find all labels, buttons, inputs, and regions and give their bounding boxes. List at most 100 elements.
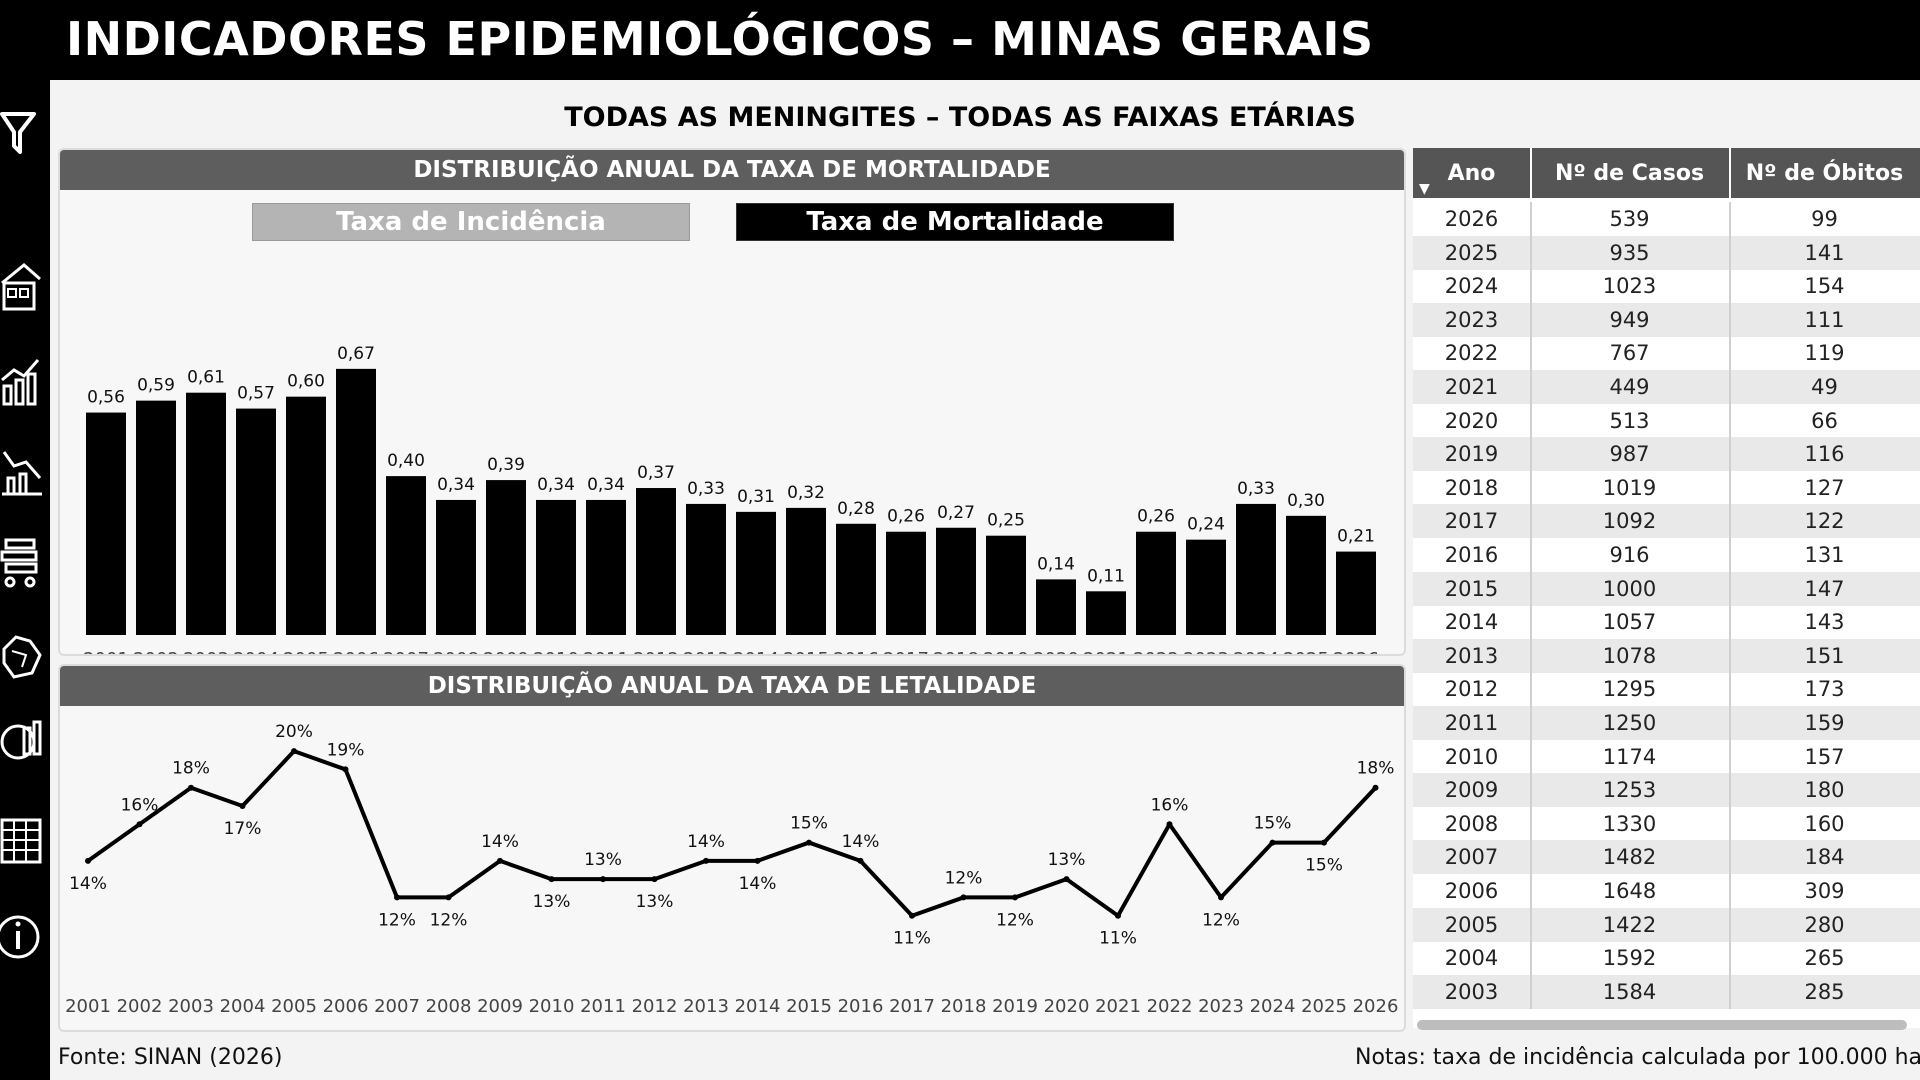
line-point-2022[interactable]	[1166, 821, 1173, 828]
table-row[interactable]: 2011 1250 159	[1413, 706, 1920, 740]
line-point-2016[interactable]	[857, 857, 864, 864]
table-row[interactable]: 2020 513 66	[1413, 403, 1920, 438]
table-row[interactable]: 2014 1057 143	[1413, 605, 1920, 640]
footnote: Notas: taxa de incidência calculada por …	[1355, 1045, 1920, 1070]
table-row[interactable]: 2016 916 131	[1413, 538, 1920, 572]
bar-2018[interactable]	[936, 527, 976, 635]
bar-2006[interactable]	[336, 368, 376, 635]
column-header-deaths[interactable]: Nº de Óbitos	[1729, 148, 1920, 198]
line-point-2012[interactable]	[651, 876, 658, 883]
table-row[interactable]: 2019 987 116	[1413, 437, 1920, 472]
bar-2009[interactable]	[486, 480, 526, 635]
line-point-2026[interactable]	[1372, 784, 1379, 791]
table-row[interactable]: 2003 1584 285	[1413, 974, 1920, 1009]
incidence-toggle-button[interactable]: Taxa de Incidência	[252, 203, 690, 241]
line-point-2006[interactable]	[342, 766, 349, 773]
table-row[interactable]: 2022 767 119	[1413, 336, 1920, 371]
bar-2012[interactable]	[636, 488, 676, 635]
filter-icon[interactable]	[0, 100, 50, 160]
line-point-2020[interactable]	[1063, 876, 1070, 883]
line-point-2010[interactable]	[548, 876, 555, 883]
bar-value-label: 0,59	[137, 376, 175, 396]
line-point-2009[interactable]	[497, 857, 503, 864]
table-cell-year: 2008	[1413, 806, 1532, 841]
bar-2004[interactable]	[236, 408, 276, 635]
line-point-2024[interactable]	[1269, 839, 1276, 846]
bar-2024[interactable]	[1236, 503, 1276, 635]
x-tick-label: 2022	[1147, 996, 1193, 1017]
line-chart-icon[interactable]	[0, 350, 50, 410]
table-row[interactable]: 2024 1023 154	[1413, 269, 1920, 304]
table-row[interactable]: 2005 1422 280	[1413, 907, 1920, 942]
table-row[interactable]: 2026 539 99	[1413, 202, 1920, 236]
table-row[interactable]: 2008 1330 160	[1413, 806, 1920, 841]
line-point-2015[interactable]	[806, 839, 812, 846]
table-row[interactable]: 2018 1019 127	[1413, 470, 1920, 505]
lethality-series-line[interactable]	[86, 749, 1377, 918]
line-point-2008[interactable]	[445, 894, 452, 901]
bar-2002[interactable]	[136, 400, 176, 635]
info-icon[interactable]	[0, 905, 50, 965]
line-point-2002[interactable]	[136, 821, 143, 828]
table-row[interactable]: 2021 449 49	[1413, 370, 1920, 404]
table-row[interactable]: 2012 1295 173	[1413, 672, 1920, 707]
table-cell-deaths: 122	[1804, 509, 1845, 534]
bar-2014[interactable]	[736, 511, 776, 635]
table-row[interactable]: 2009 1253 180	[1413, 773, 1920, 808]
bar-2007[interactable]	[386, 476, 426, 635]
bar-2023[interactable]	[1186, 539, 1226, 635]
bar-2010[interactable]	[536, 499, 576, 635]
line-point-2017[interactable]	[909, 912, 915, 919]
line-point-2005[interactable]	[291, 748, 297, 755]
bar-2019[interactable]	[986, 535, 1026, 635]
table-row[interactable]: 2007 1482 184	[1413, 840, 1920, 875]
trend-down-chart-icon[interactable]	[0, 440, 50, 500]
line-point-2001[interactable]	[85, 857, 91, 864]
line-point-2011[interactable]	[600, 876, 606, 883]
column-header-year[interactable]: Ano ▼	[1413, 148, 1532, 198]
x-tick-label: 2008	[433, 649, 479, 654]
bar-chart-icon[interactable]	[0, 710, 50, 770]
home-icon[interactable]	[0, 255, 50, 315]
line-point-2003[interactable]	[188, 784, 194, 791]
bar-2020[interactable]	[1036, 579, 1076, 635]
line-point-2013[interactable]	[703, 857, 709, 864]
bar-2005[interactable]	[286, 396, 326, 635]
line-point-2007[interactable]	[394, 894, 400, 901]
mortality-toggle-button[interactable]: Taxa de Mortalidade	[736, 203, 1174, 241]
line-point-2021[interactable]	[1115, 912, 1121, 919]
bar-2025[interactable]	[1286, 515, 1326, 635]
table-cell-cases: 1174	[1530, 739, 1731, 774]
bar-2013[interactable]	[686, 503, 726, 635]
line-point-2018[interactable]	[960, 894, 967, 901]
line-point-2014[interactable]	[754, 857, 761, 864]
table-horizontal-scrollbar[interactable]	[1417, 1020, 1907, 1030]
line-point-2019[interactable]	[1012, 894, 1018, 901]
bar-2015[interactable]	[786, 507, 826, 635]
table-row[interactable]: 2010 1174 157	[1413, 739, 1920, 774]
table-icon[interactable]	[0, 810, 50, 870]
bar-2008[interactable]	[436, 499, 476, 635]
column-header-cases[interactable]: Nº de Casos	[1530, 148, 1731, 198]
table-row[interactable]: 2004 1592 265	[1413, 941, 1920, 976]
bar-2003[interactable]	[186, 392, 226, 635]
line-point-2023[interactable]	[1218, 894, 1224, 901]
table-row[interactable]: 2013 1078 151	[1413, 638, 1920, 673]
table-row[interactable]: 2025 935 141	[1413, 235, 1920, 270]
table-row[interactable]: 2017 1092 122	[1413, 504, 1920, 539]
table-row[interactable]: 2006 1648 309	[1413, 874, 1920, 908]
bar-2026[interactable]	[1336, 551, 1376, 635]
bar-2021[interactable]	[1086, 591, 1126, 635]
map-icon[interactable]	[0, 625, 50, 685]
table-row[interactable]: 2015 1000 147	[1413, 571, 1920, 606]
line-point-2025[interactable]	[1321, 839, 1327, 846]
line-value-label: 11%	[893, 929, 931, 949]
bar-2017[interactable]	[886, 531, 926, 635]
bar-2016[interactable]	[836, 523, 876, 635]
bar-2022[interactable]	[1136, 531, 1176, 635]
bar-2001[interactable]	[86, 412, 126, 635]
age-pyramid-icon[interactable]	[0, 530, 50, 590]
bar-2011[interactable]	[586, 499, 626, 635]
line-point-2004[interactable]	[239, 803, 246, 809]
table-row[interactable]: 2023 949 111	[1413, 302, 1920, 337]
